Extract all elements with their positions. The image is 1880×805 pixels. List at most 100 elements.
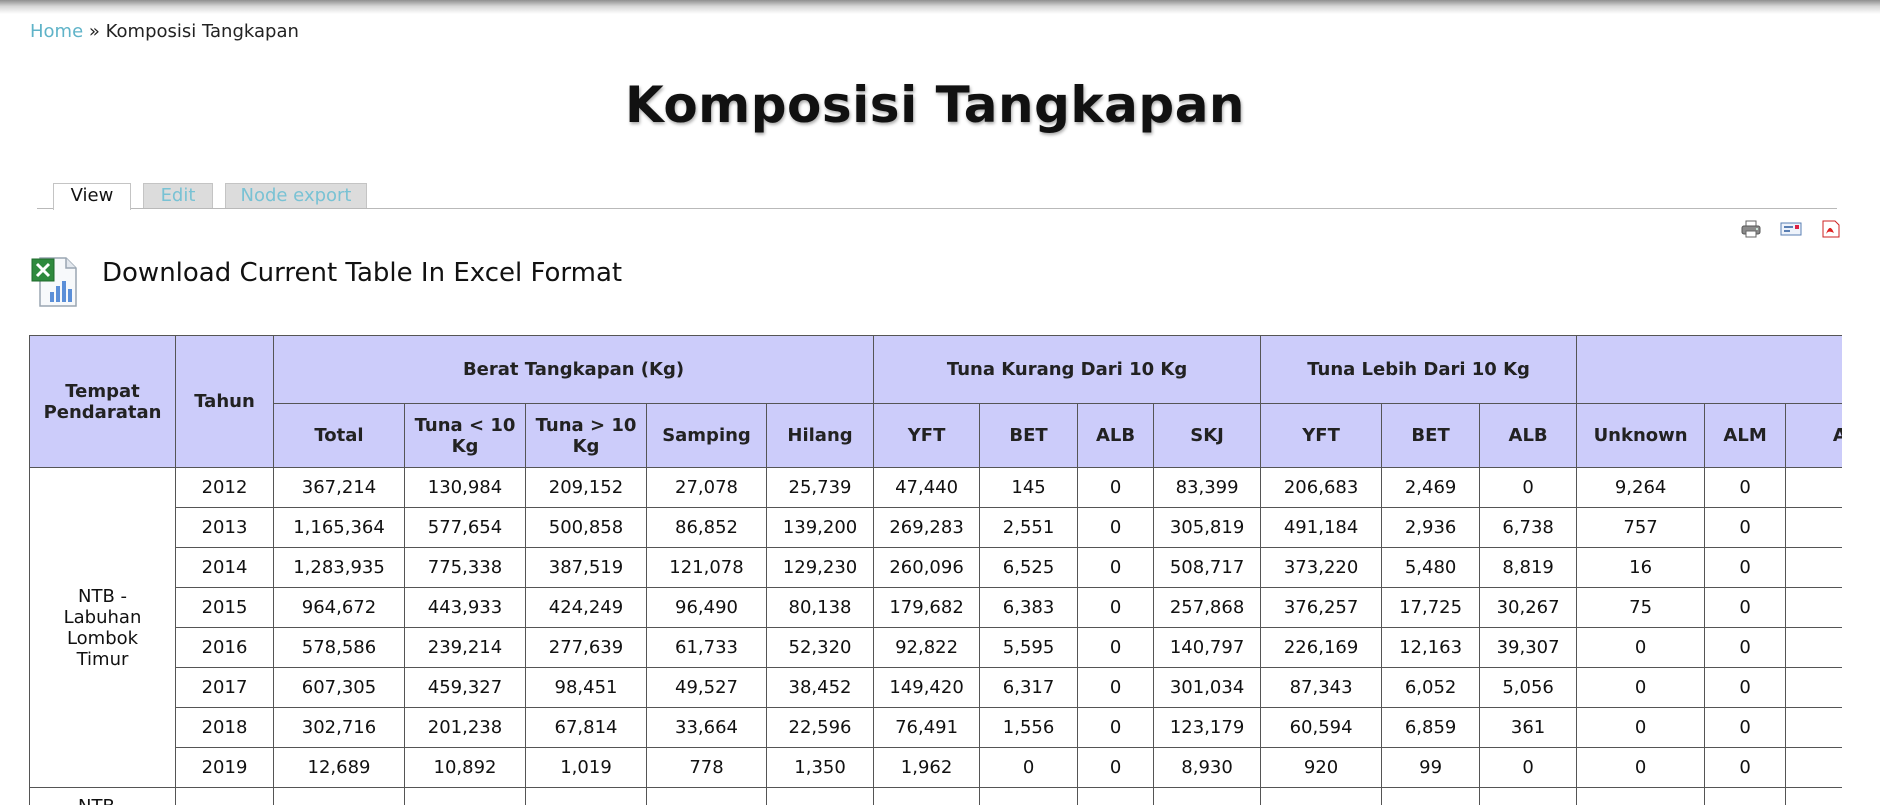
year-cell: 2013 <box>175 507 274 548</box>
value-cell: 0 <box>1704 547 1787 588</box>
value-cell: 0 <box>1576 707 1706 748</box>
value-cell: 6,525 <box>979 547 1079 588</box>
subheader-cell: Unknown <box>1576 403 1706 468</box>
subheader-row: Total Tuna < 10 Kg Tuna > 10 Kg Samping Hila… <box>30 403 1842 468</box>
value-cell: 239,214 <box>404 627 526 668</box>
value-cell <box>175 787 274 805</box>
email-icon[interactable] <box>1780 220 1802 238</box>
value-cell: 1,350 <box>765 747 875 788</box>
value-cell: 920 <box>1260 747 1383 788</box>
breadcrumb-home-link[interactable]: Home <box>30 21 84 42</box>
page-title: Komposisi Tangkapan <box>624 76 1246 134</box>
subheader-cell: AVR <box>1785 403 1842 468</box>
value-cell: 775,338 <box>404 547 526 588</box>
value-cell: 12,689 <box>273 747 405 788</box>
table-body: NTB - Labuhan Lombok Timur 2012 367,214 130… <box>29 467 1842 805</box>
value-cell: 0 <box>1077 467 1155 508</box>
value-cell: 0 <box>1704 707 1787 748</box>
subheader-cell: Tuna < 10 Kg <box>404 403 526 468</box>
value-cell: 6,383 <box>979 587 1079 628</box>
value-cell <box>1704 787 1787 805</box>
value-cell: 459,327 <box>404 667 526 708</box>
value-cell: 577,654 <box>404 507 526 548</box>
value-cell: 67,814 <box>525 707 647 748</box>
value-cell: 0 <box>1077 747 1155 788</box>
value-cell: 0 <box>1704 627 1787 668</box>
value-cell: 376,257 <box>1260 587 1383 628</box>
value-cell <box>1381 787 1481 805</box>
value-cell: 424,249 <box>525 587 647 628</box>
value-cell: 367,214 <box>273 467 405 508</box>
tab-node-export[interactable]: Node export <box>225 183 367 208</box>
value-cell: 96,490 <box>646 587 767 628</box>
value-cell: 0 <box>1785 747 1842 788</box>
value-cell: 0 <box>1077 587 1155 628</box>
value-cell: 778 <box>646 747 767 788</box>
value-cell: 269,283 <box>873 507 981 548</box>
value-cell: 8,930 <box>1153 747 1262 788</box>
download-excel-link[interactable]: Download Current Table In Excel Format <box>102 258 623 288</box>
value-cell: 27,078 <box>646 467 767 508</box>
value-cell: 443,933 <box>404 587 526 628</box>
value-cell: 0 <box>1785 587 1842 628</box>
value-cell: 52,320 <box>765 627 875 668</box>
value-cell: 2,936 <box>1381 507 1481 548</box>
value-cell: 5,480 <box>1381 547 1481 588</box>
value-cell: 9,264 <box>1576 467 1706 508</box>
year-cell: 2017 <box>175 667 274 708</box>
value-cell <box>1479 787 1578 805</box>
value-cell: 0 <box>1576 667 1706 708</box>
table-row: 2018 302,716 201,238 67,814 33,664 22,596 76,4… <box>30 707 1842 748</box>
header-group-other <box>1576 335 1842 404</box>
value-cell: 257,868 <box>1153 587 1262 628</box>
value-cell: 61,733 <box>646 627 767 668</box>
value-cell: 1,019 <box>525 747 647 788</box>
value-cell: 757 <box>1576 507 1706 548</box>
value-cell: 22,596 <box>765 707 875 748</box>
subheader-cell: Total <box>273 403 405 468</box>
header-group-berat-tangkapan: Berat Tangkapan (Kg) <box>272 335 875 404</box>
table-row: 2016 578,586 239,214 277,639 61,733 52,320 92,… <box>30 627 1842 668</box>
subheader-cell: YFT <box>873 403 981 468</box>
value-cell: 226,169 <box>1260 627 1383 668</box>
value-cell: 209,152 <box>525 467 647 508</box>
table-row: 2014 1,283,935 775,338 387,519 121,078 129,23… <box>30 547 1842 588</box>
value-cell: 6,052 <box>1381 667 1481 708</box>
value-cell: 0 <box>1576 627 1706 668</box>
tab-view[interactable]: View <box>53 183 131 210</box>
value-cell: 301,034 <box>1153 667 1262 708</box>
table-row: NTB - Labuhan Lombok Timur 2012 367,214 130… <box>29 467 1842 788</box>
value-cell: 47,440 <box>873 467 981 508</box>
value-cell: 0 <box>1785 547 1842 588</box>
table-row: 2013 1,165,364 577,654 500,858 86,852 139,200… <box>30 507 1842 548</box>
value-cell: 76,491 <box>873 707 981 748</box>
subheader-cell: Hilang <box>765 403 875 468</box>
value-cell: 0 <box>1077 667 1155 708</box>
value-cell: 83,399 <box>1153 467 1262 508</box>
value-cell: 0 <box>1077 627 1155 668</box>
tab-edit[interactable]: Edit <box>143 183 213 208</box>
excel-file-icon[interactable] <box>30 254 80 308</box>
value-cell: 0 <box>1785 507 1842 548</box>
value-cell: 98,451 <box>525 667 647 708</box>
value-cell: 491,184 <box>1260 507 1383 548</box>
value-cell: 387,519 <box>525 547 647 588</box>
value-cell: 578,586 <box>273 627 405 668</box>
value-cell: 361 <box>1479 707 1578 748</box>
header-group-tuna-kurang: Tuna Kurang Dari 10 Kg <box>873 335 1262 404</box>
subheader-cell: Tuna > 10 Kg <box>525 403 647 468</box>
breadcrumb-separator: » <box>83 21 106 42</box>
value-cell: 140,797 <box>1153 627 1262 668</box>
year-cell: 2018 <box>175 707 274 748</box>
print-icon[interactable] <box>1740 220 1762 238</box>
value-cell: 30,267 <box>1479 587 1578 628</box>
breadcrumb-current: Komposisi Tangkapan <box>105 21 299 42</box>
pdf-icon[interactable] <box>1820 220 1842 238</box>
table-row: 2015 964,672 443,933 424,249 96,490 80,138 179… <box>30 587 1842 628</box>
value-cell: 86,852 <box>646 507 767 548</box>
location-cell: NTB - <box>29 787 176 805</box>
subheader-cell: ALM <box>1704 403 1787 468</box>
subheader-cell: BET <box>979 403 1079 468</box>
value-cell: 25,739 <box>765 467 875 508</box>
catch-composition-table-wrapper[interactable]: Tempat Pendaratan Tahun Berat Tangkapan … <box>29 335 1842 805</box>
